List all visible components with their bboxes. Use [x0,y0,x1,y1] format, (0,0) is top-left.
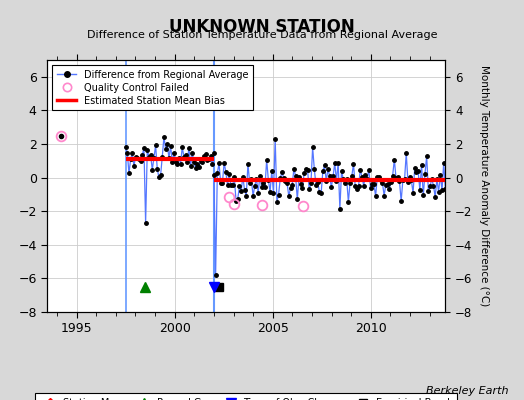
Y-axis label: Monthly Temperature Anomaly Difference (°C): Monthly Temperature Anomaly Difference (… [479,65,489,307]
Text: UNKNOWN STATION: UNKNOWN STATION [169,18,355,36]
Text: Berkeley Earth: Berkeley Earth [426,386,508,396]
Legend: Station Move, Record Gap, Time of Obs. Change, Empirical Break: Station Move, Record Gap, Time of Obs. C… [36,393,457,400]
Text: Difference of Station Temperature Data from Regional Average: Difference of Station Temperature Data f… [87,30,437,40]
